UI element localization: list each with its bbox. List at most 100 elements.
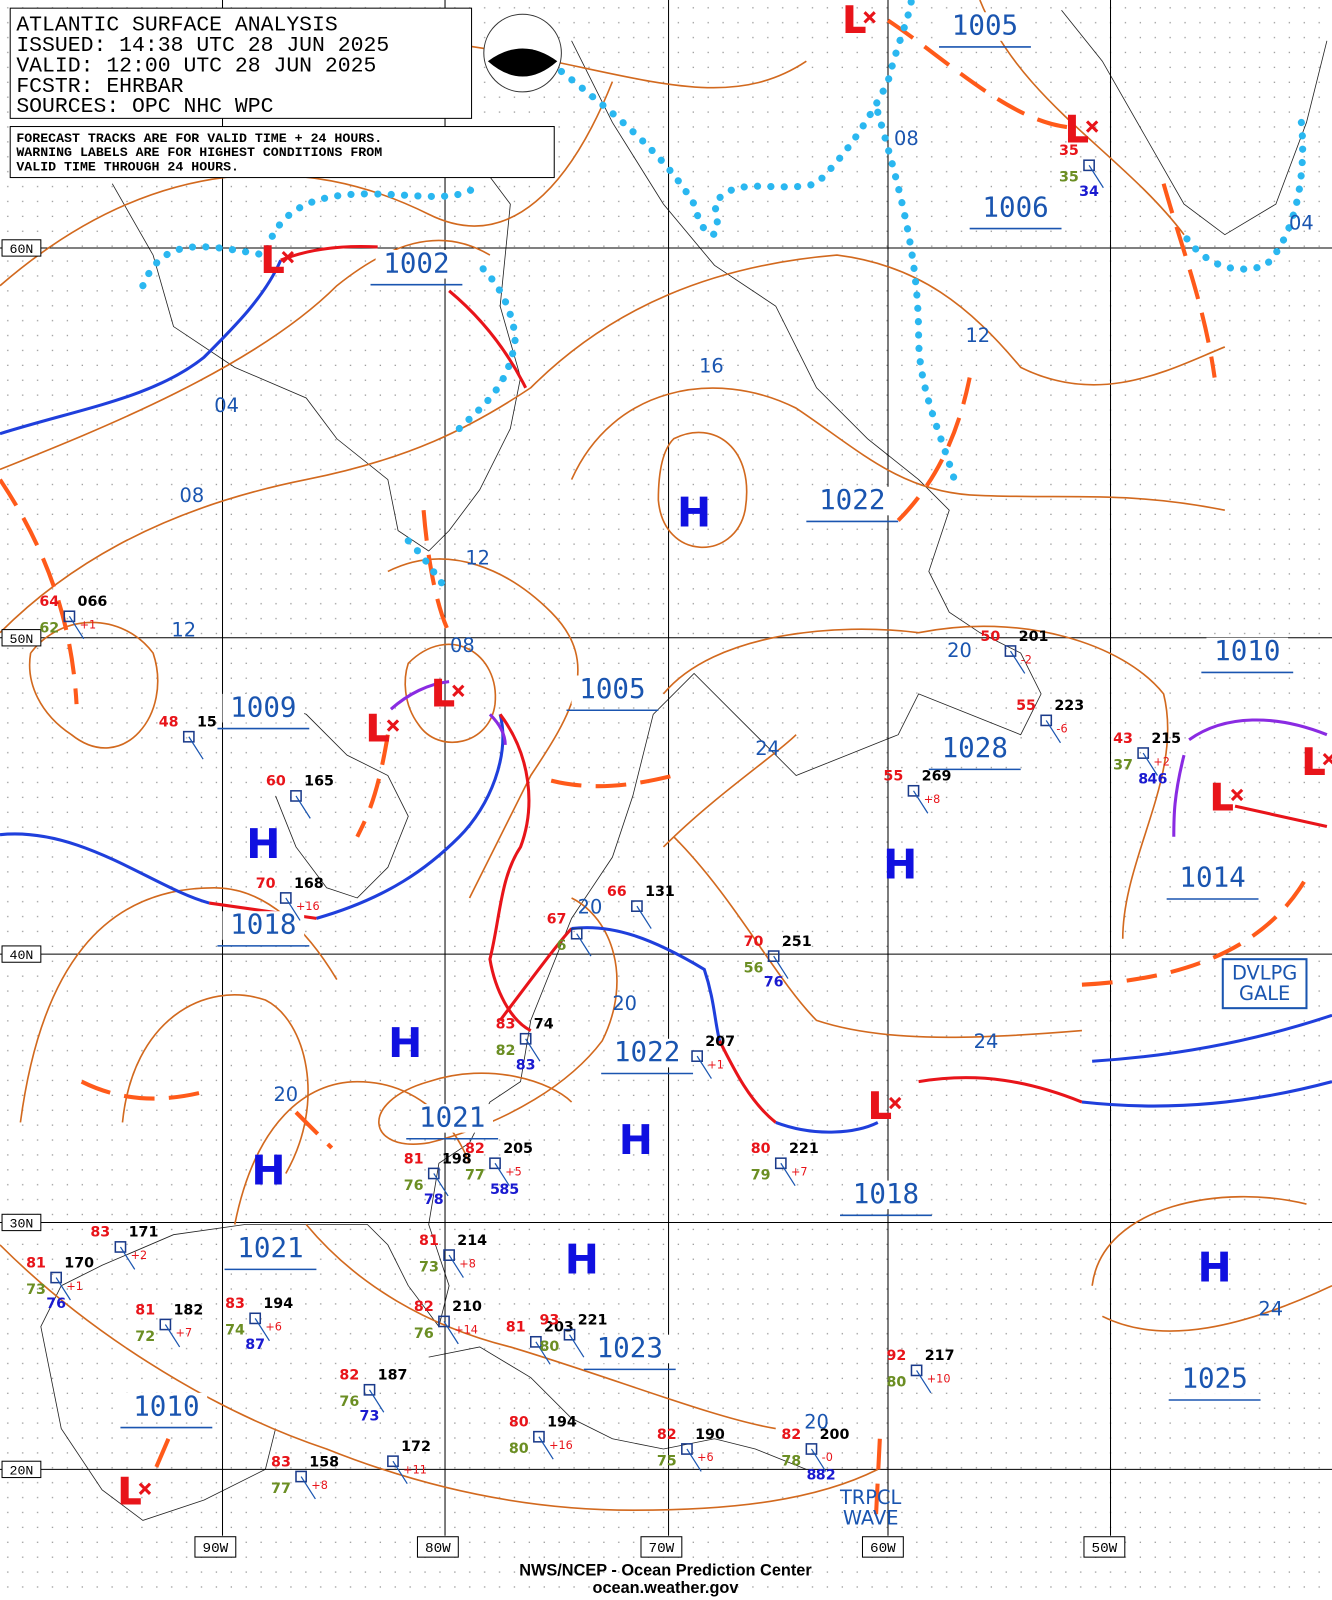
station-tendency: -2 xyxy=(1021,653,1032,666)
station-pressure: 221 xyxy=(578,1312,608,1328)
fronts xyxy=(0,245,1332,1134)
station-temp: 81 xyxy=(135,1302,155,1318)
station-marker xyxy=(50,1271,63,1284)
station-pressure: 165 xyxy=(304,774,334,790)
station-extra: 46 xyxy=(1148,772,1168,788)
wind-barb xyxy=(913,790,929,814)
lat-box xyxy=(1,1460,42,1479)
pressure-bg xyxy=(1171,864,1254,893)
station-dewpoint: 80 xyxy=(509,1441,529,1457)
wind-barb xyxy=(300,1476,316,1500)
station-marker xyxy=(1137,747,1150,759)
station-temp: 70 xyxy=(744,934,764,950)
low-center: L xyxy=(1210,776,1233,819)
low-x xyxy=(1230,788,1244,802)
station-temp: 82 xyxy=(414,1299,434,1315)
isobar-label: 12 xyxy=(171,619,196,642)
isobar-label: 12 xyxy=(465,546,490,569)
isobar-label: 04 xyxy=(214,394,239,417)
station-marker xyxy=(631,900,643,912)
pressure-label: 1010 xyxy=(1214,635,1280,667)
station-extra: 34 xyxy=(1079,184,1099,200)
wind-barb xyxy=(636,905,652,929)
noaa-logo-bird xyxy=(487,48,558,77)
isobar-label: 20 xyxy=(612,992,637,1015)
pressure-label: 1006 xyxy=(982,191,1048,223)
low-x xyxy=(281,250,295,264)
station-dewpoint: 6 xyxy=(557,938,567,954)
station-marker xyxy=(290,790,302,802)
wind-barb xyxy=(810,1448,827,1472)
station-temp: 81 xyxy=(404,1151,424,1167)
station-marker xyxy=(249,1312,262,1325)
station-extra: 8 xyxy=(1138,772,1148,788)
station-marker xyxy=(519,1032,532,1045)
wind-barb xyxy=(1088,164,1104,189)
note-line: WARNING LABELS ARE FOR HIGHEST CONDITION… xyxy=(16,145,382,160)
station-pressure: 190 xyxy=(695,1427,725,1443)
gale-label: DVLPG xyxy=(1232,962,1297,985)
station-pressure: 194 xyxy=(547,1415,577,1431)
header-line: SOURCES: OPC NHC WPC xyxy=(16,95,273,119)
station-pressure: 210 xyxy=(452,1299,482,1315)
gale-label: GALE xyxy=(1239,982,1290,1005)
high-center: H xyxy=(883,841,917,889)
station-temp: 80 xyxy=(509,1415,529,1431)
station-marker xyxy=(489,1157,501,1170)
high-center: H xyxy=(246,820,280,868)
station-pressure: 214 xyxy=(457,1233,487,1249)
low-center: L xyxy=(843,0,866,42)
station-pressure: 15 xyxy=(197,715,217,731)
station-dewpoint: 73 xyxy=(26,1282,46,1298)
lat-box xyxy=(1,945,42,963)
wind-barb xyxy=(1009,650,1026,674)
station-pressure: 187 xyxy=(378,1368,408,1384)
station-dewpoint: 74 xyxy=(225,1323,245,1339)
pressure-bg xyxy=(1173,1365,1256,1394)
station-dewpoint: 35 xyxy=(1059,170,1079,186)
wind-barb xyxy=(576,933,592,957)
station-dewpoint: 76 xyxy=(404,1178,424,1194)
lon-box xyxy=(194,1536,237,1558)
station-marker xyxy=(63,610,76,623)
lon-label: 90W xyxy=(203,1541,229,1557)
note-line: FORECAST TRACKS ARE FOR VALID TIME + 24 … xyxy=(16,131,382,146)
pressure-bg xyxy=(944,12,1026,41)
gale-box xyxy=(1221,958,1308,1010)
lon-box xyxy=(1083,1536,1126,1558)
station-marker xyxy=(691,1050,703,1062)
station-dewpoint: 76 xyxy=(414,1326,434,1342)
station-temp: 55 xyxy=(883,769,903,785)
station-temp: 82 xyxy=(339,1368,359,1384)
station-dewpoint: 73 xyxy=(419,1259,439,1275)
footer: NWS/NCEP - Ocean Prediction Center xyxy=(519,1562,812,1580)
wind-barb xyxy=(119,1246,136,1270)
pressure-bg xyxy=(845,1180,927,1210)
station-pressure: 203 xyxy=(544,1320,574,1336)
pressure-bg xyxy=(811,486,894,516)
high-center: H xyxy=(1198,1244,1232,1292)
station-marker xyxy=(279,892,292,904)
lon-box xyxy=(416,1536,459,1558)
station-tendency: +5 xyxy=(505,1166,522,1179)
header-box xyxy=(9,7,473,119)
wind-barb xyxy=(55,1277,71,1301)
station-temp: 67 xyxy=(547,911,567,927)
wind-barb xyxy=(1045,720,1062,744)
station-temp: 80 xyxy=(751,1141,771,1157)
station-temp: 82 xyxy=(465,1141,485,1157)
pressure-bg xyxy=(606,1038,688,1068)
station-tendency: +16 xyxy=(549,1439,573,1452)
station-dewpoint: 77 xyxy=(465,1168,485,1184)
isobar-label: 12 xyxy=(965,324,990,347)
station-dewpoint: 79 xyxy=(751,1168,771,1184)
pressure-bg xyxy=(229,1234,312,1264)
station-tendency: +8 xyxy=(311,1479,328,1492)
high-center: H xyxy=(565,1235,599,1283)
isobar-label: 08 xyxy=(894,127,919,150)
station-tendency: +2 xyxy=(131,1249,148,1262)
station-dewpoint: 72 xyxy=(135,1329,155,1345)
high-center: H xyxy=(619,1116,653,1164)
station-temp: 55 xyxy=(1016,698,1036,714)
